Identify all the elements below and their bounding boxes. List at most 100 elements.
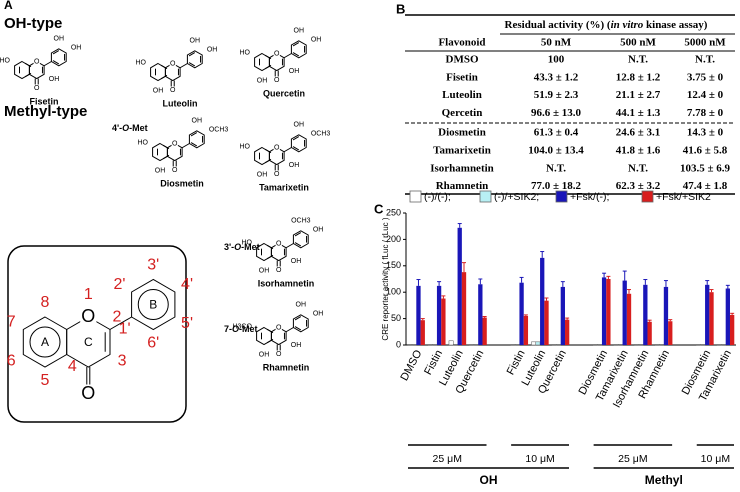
bar <box>441 298 446 345</box>
substituent: O <box>172 140 178 147</box>
bar <box>544 300 549 345</box>
bond <box>24 62 32 68</box>
substituent: O <box>34 58 40 65</box>
bar <box>469 344 475 346</box>
atom-bg <box>171 139 178 148</box>
y-tick-label: 150 <box>386 260 401 270</box>
substituent: HO <box>241 239 252 246</box>
group-label-part: O <box>232 324 239 334</box>
bar <box>535 341 541 346</box>
bond <box>285 243 294 249</box>
y-tick-label: 200 <box>386 234 401 244</box>
bond <box>292 136 300 141</box>
table-cell: 61.3 ± 0.4 <box>534 127 579 139</box>
substituent: O <box>170 60 176 67</box>
column-header: Flavonoid <box>438 37 485 49</box>
bond <box>294 316 302 321</box>
bond <box>188 52 196 57</box>
ring-label: C <box>84 335 93 349</box>
bar <box>618 344 623 346</box>
bar <box>622 280 627 345</box>
table-cell: 3.75 ± 0 <box>687 71 724 83</box>
substituent: OH <box>257 78 268 85</box>
substituent: OH <box>294 27 305 34</box>
table-cell: N.T. <box>546 162 566 174</box>
table-cell: 43.3 ± 1.2 <box>534 71 579 83</box>
bar <box>428 344 433 346</box>
compound-name: Diosmetin <box>160 178 204 188</box>
substituent: OCH3 <box>209 127 229 134</box>
table-cell: Fisetin <box>446 71 478 83</box>
table-cell: 104.0 ± 13.4 <box>528 145 584 157</box>
panel-label: A <box>4 0 13 12</box>
bar <box>407 344 413 346</box>
bond <box>52 50 60 55</box>
table-cell: 14.3 ± 0 <box>687 127 724 139</box>
legend-label: (-)/+SIK2; <box>494 191 539 203</box>
table-cell: N.T. <box>628 54 648 66</box>
column-header: 5000 nM <box>684 37 726 49</box>
group-label-part: 4'- <box>112 123 122 133</box>
table-cell: 96.6 ± 13.0 <box>531 107 582 119</box>
bond <box>264 54 272 60</box>
site-number: 6 <box>7 353 16 370</box>
y-tick-label: 250 <box>386 207 401 217</box>
ring-b <box>290 134 307 153</box>
compound-name: Rhamnetin <box>263 362 310 372</box>
bond <box>292 52 300 57</box>
bar <box>721 344 726 346</box>
bar <box>643 284 648 345</box>
substituent: O <box>274 50 280 57</box>
compound-name: Isorhamnetin <box>258 278 315 288</box>
bar <box>725 288 730 345</box>
table-cell: 41.8 ± 1.6 <box>616 145 661 157</box>
substituent: OH <box>155 168 166 175</box>
group-label-part: O <box>234 242 241 252</box>
substituent: HO <box>239 143 250 150</box>
bar <box>551 344 557 346</box>
bar <box>473 344 479 346</box>
substituent: O <box>276 351 282 358</box>
y-axis-label: CRE reporter activity ( fLuc / rLuc ) <box>381 217 390 340</box>
site-number: 8 <box>41 294 50 311</box>
bond <box>160 64 168 70</box>
table-cell: DMSO <box>446 54 479 66</box>
bar <box>700 344 706 346</box>
bond <box>188 62 196 67</box>
site-number: 3 <box>118 353 127 370</box>
scaffold-box <box>7 245 187 423</box>
bond <box>181 143 190 149</box>
compound-name: Tamarixetin <box>259 182 309 192</box>
substituent: O <box>81 306 95 326</box>
column-header: 50 nM <box>541 37 572 49</box>
y-tick-label: 100 <box>386 287 401 297</box>
aromatic-ring <box>29 326 61 358</box>
site-number: 1' <box>119 320 131 337</box>
substituent: OH <box>207 47 218 54</box>
site-number: 6' <box>147 335 159 352</box>
bar <box>634 344 640 346</box>
bar <box>560 286 565 345</box>
ring-b <box>186 50 203 69</box>
bond <box>109 316 132 330</box>
substituent: O <box>276 240 282 247</box>
bar <box>416 285 421 345</box>
substituent: O <box>274 171 280 178</box>
substituent: O <box>172 167 178 174</box>
substituent: OH <box>296 301 307 308</box>
table-cell: 62.3 ± 3.2 <box>616 180 661 192</box>
site-number: 5' <box>181 315 193 332</box>
bar <box>663 286 669 345</box>
substituent: O <box>276 267 282 274</box>
table-cell: 12.8 ± 1.2 <box>616 71 661 83</box>
substituent: H3CO <box>232 323 252 330</box>
table-header-part: Residual activity (%) ( <box>505 19 611 31</box>
class-label: OH <box>480 473 498 487</box>
table-cell: 100 <box>548 54 565 66</box>
bond <box>266 254 274 260</box>
bar <box>448 340 454 346</box>
site-number: 1 <box>84 286 93 303</box>
panel-label: C <box>374 201 384 216</box>
table-cell: Rhamnetin <box>436 180 489 192</box>
